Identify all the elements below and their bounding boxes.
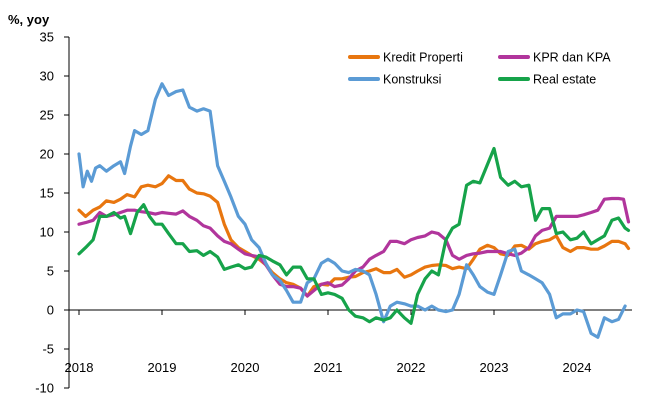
x-tick-label: 2023 bbox=[480, 360, 509, 375]
x-tick-label: 2020 bbox=[231, 360, 260, 375]
y-tick-label: 0 bbox=[47, 303, 54, 318]
series-line-kredit-properti bbox=[77, 174, 631, 298]
y-tick-label: -10 bbox=[35, 381, 54, 396]
legend-label: Konstruksi bbox=[383, 73, 441, 87]
x-tick-label: 2021 bbox=[314, 360, 343, 375]
x-tick-label: 2022 bbox=[397, 360, 426, 375]
y-axis: -10 -5 0 5 10 15 20 25 30 35 bbox=[35, 30, 70, 396]
x-tick-label: 2019 bbox=[148, 360, 177, 375]
y-tick-label: 25 bbox=[40, 108, 54, 123]
y-tick-label: 15 bbox=[40, 186, 54, 201]
legend-label: KPR dan KPA bbox=[533, 51, 611, 65]
series-lines bbox=[77, 82, 631, 339]
y-tick-label: 5 bbox=[47, 264, 54, 279]
series-line-konstruksi bbox=[77, 82, 627, 339]
y-axis-unit-label: %, yoy bbox=[8, 12, 50, 27]
x-tick-label: 2018 bbox=[65, 360, 94, 375]
legend-label: Kredit Properti bbox=[383, 51, 463, 65]
legend-label: Real estate bbox=[533, 73, 596, 87]
y-tick-label: 10 bbox=[40, 225, 54, 240]
x-tick-label: 2024 bbox=[563, 360, 592, 375]
y-tick-label: 35 bbox=[40, 30, 54, 45]
series-line-real-estate bbox=[77, 146, 631, 325]
legend: Kredit Properti KPR dan KPA Konstruksi Real… bbox=[348, 51, 611, 87]
y-tick-label: -5 bbox=[42, 342, 54, 357]
x-axis: 2018 2019 2020 2021 2022 2023 2024 bbox=[65, 309, 632, 375]
series-line-kpr-dan-kpa bbox=[77, 196, 631, 298]
y-tick-label: 20 bbox=[40, 147, 54, 162]
y-tick-label: 30 bbox=[40, 69, 54, 84]
